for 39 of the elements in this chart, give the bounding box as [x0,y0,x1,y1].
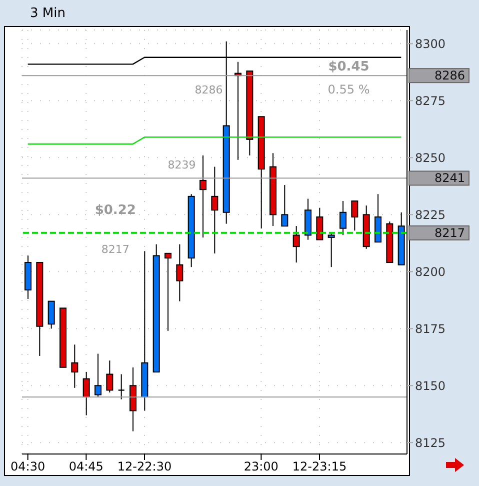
candlestick [82,371,90,416]
candlestick [164,252,172,332]
ref-line-label: 8241 [434,171,465,186]
candlestick [316,207,324,240]
x-tick-label: 04:45 [68,460,104,474]
y-tick-label: 8275 [415,94,446,108]
annotation: 0.55 % [328,82,370,96]
annotation: $0.22 [94,203,136,218]
annotation: $0.45 [328,59,370,74]
candlestick [71,344,78,388]
ref-line-label: 8217 [434,226,465,240]
candlestick [292,226,300,264]
y-tick-label: 8150 [415,378,446,393]
candlestick [94,353,102,398]
candlestick [200,154,206,238]
annotation: 8217 [101,242,130,256]
ref-line-label: 8286 [434,68,465,83]
candlestick [351,200,358,232]
y-tick-label: 8300 [415,36,446,51]
candlestick [118,374,125,400]
candlestick [106,360,114,393]
y-tick-label: 8200 [415,264,446,279]
annotation: 8239 [168,158,196,172]
chart-title: 3 Min [30,6,66,21]
candlestick [328,232,335,268]
y-tick-label: 8250 [415,150,446,165]
candlestick [176,244,184,302]
x-tick-label: 23:00 [244,460,278,474]
candlestick [281,184,288,227]
annotation: 8286 [194,83,223,96]
candlestick [48,300,55,330]
y-tick-label: 8225 [415,208,446,222]
x-tick-label: 12-23:15 [292,460,347,474]
x-tick-label: 12-22:30 [117,460,172,474]
candlestick [211,166,218,254]
x-tick-label: 04:30 [10,460,46,474]
y-tick-label: 8125 [415,436,446,450]
candlestick [340,200,346,236]
y-tick-label: 8175 [415,322,446,336]
